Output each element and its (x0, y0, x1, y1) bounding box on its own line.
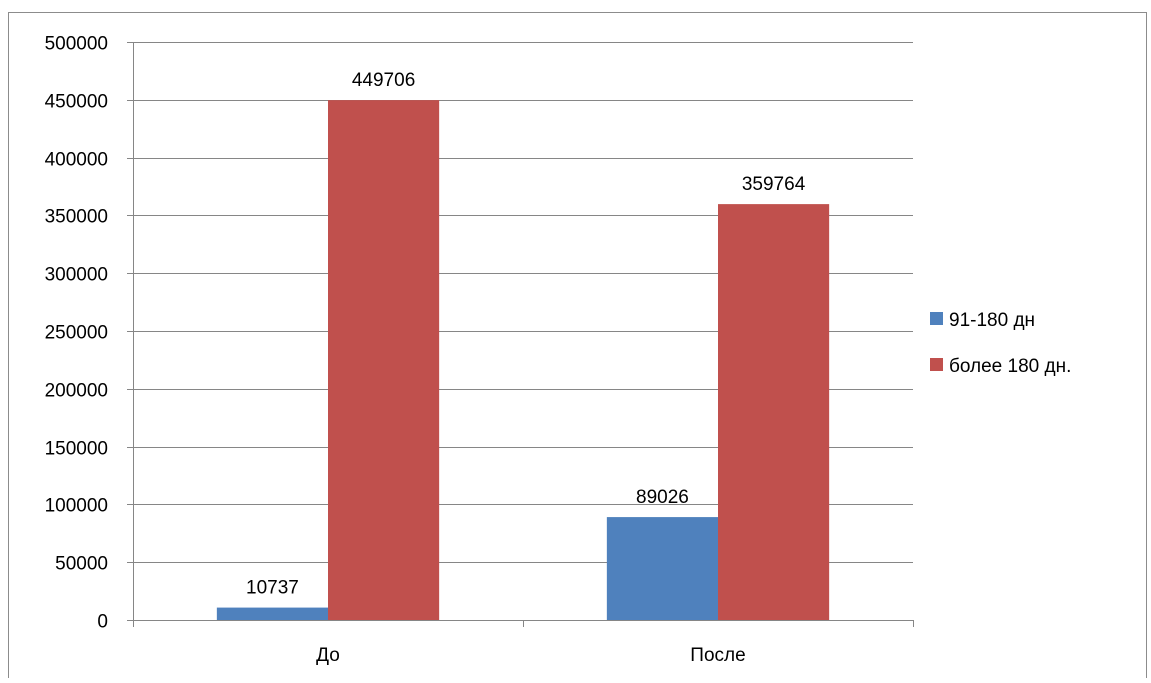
data-label: 449706 (352, 70, 415, 91)
y-tick-label: 50000 (55, 554, 108, 575)
x-tick-label: До (316, 645, 340, 666)
legend-swatch (930, 312, 943, 325)
legend: 91-180 дн более 180 дн. (930, 310, 1071, 377)
x-tick-labels: До После (316, 645, 746, 666)
y-tick-labels: 0 50000 100000 150000 200000 250000 300000 3500… (45, 34, 108, 633)
data-label: 10737 (246, 578, 299, 599)
y-tick-label: 0 (97, 612, 108, 633)
axes (127, 42, 914, 627)
y-tick-label: 300000 (45, 265, 108, 286)
bar (718, 204, 830, 620)
y-tick-label: 150000 (45, 439, 108, 460)
legend-swatch (930, 358, 943, 371)
y-tick-label: 350000 (45, 207, 108, 228)
gridlines (133, 42, 913, 563)
data-label: 359764 (742, 174, 806, 195)
data-labels: 10737 449706 89026 359764 (246, 70, 806, 598)
legend-label: более 180 дн. (949, 356, 1071, 377)
bar (328, 100, 440, 620)
y-tick-label: 500000 (45, 34, 108, 55)
data-label: 89026 (636, 487, 689, 508)
y-tick-label: 250000 (45, 323, 108, 344)
y-tick-label: 100000 (45, 496, 108, 517)
y-tick-label: 450000 (45, 92, 108, 113)
legend-label: 91-180 дн (949, 310, 1035, 331)
y-tick-label: 400000 (45, 150, 108, 171)
x-tick-label: После (690, 645, 745, 666)
y-tick-label: 200000 (45, 381, 108, 402)
chart-border (8, 12, 1147, 678)
bar (216, 607, 328, 620)
bars (216, 100, 830, 620)
bar (606, 517, 718, 620)
